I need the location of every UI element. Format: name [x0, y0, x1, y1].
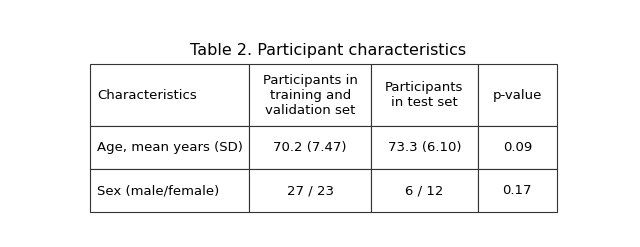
Bar	[90, 64, 250, 126]
Text: Table 2. Participant characteristics: Table 2. Participant characteristics	[190, 43, 466, 58]
Text: 70.2 (7.47): 70.2 (7.47)	[273, 141, 347, 154]
Bar	[478, 64, 557, 126]
Bar	[250, 169, 371, 212]
Bar	[371, 64, 478, 126]
Bar	[371, 126, 478, 169]
Bar	[90, 169, 250, 212]
Bar	[250, 64, 371, 126]
Bar	[90, 126, 250, 169]
Bar	[250, 126, 371, 169]
Text: Sex (male/female): Sex (male/female)	[97, 184, 220, 197]
Bar	[478, 126, 557, 169]
Text: 6 / 12: 6 / 12	[405, 184, 444, 197]
Text: Participants in
training and
validation set: Participants in training and validation …	[262, 74, 358, 117]
Text: p-value: p-value	[493, 88, 542, 102]
Text: 0.17: 0.17	[502, 184, 532, 197]
Bar	[371, 169, 478, 212]
Bar	[478, 169, 557, 212]
Text: Characteristics: Characteristics	[97, 88, 197, 102]
Text: 0.09: 0.09	[502, 141, 532, 154]
Text: 73.3 (6.10): 73.3 (6.10)	[388, 141, 461, 154]
Text: Age, mean years (SD): Age, mean years (SD)	[97, 141, 243, 154]
Text: Participants
in test set: Participants in test set	[385, 81, 463, 109]
Text: 27 / 23: 27 / 23	[287, 184, 333, 197]
